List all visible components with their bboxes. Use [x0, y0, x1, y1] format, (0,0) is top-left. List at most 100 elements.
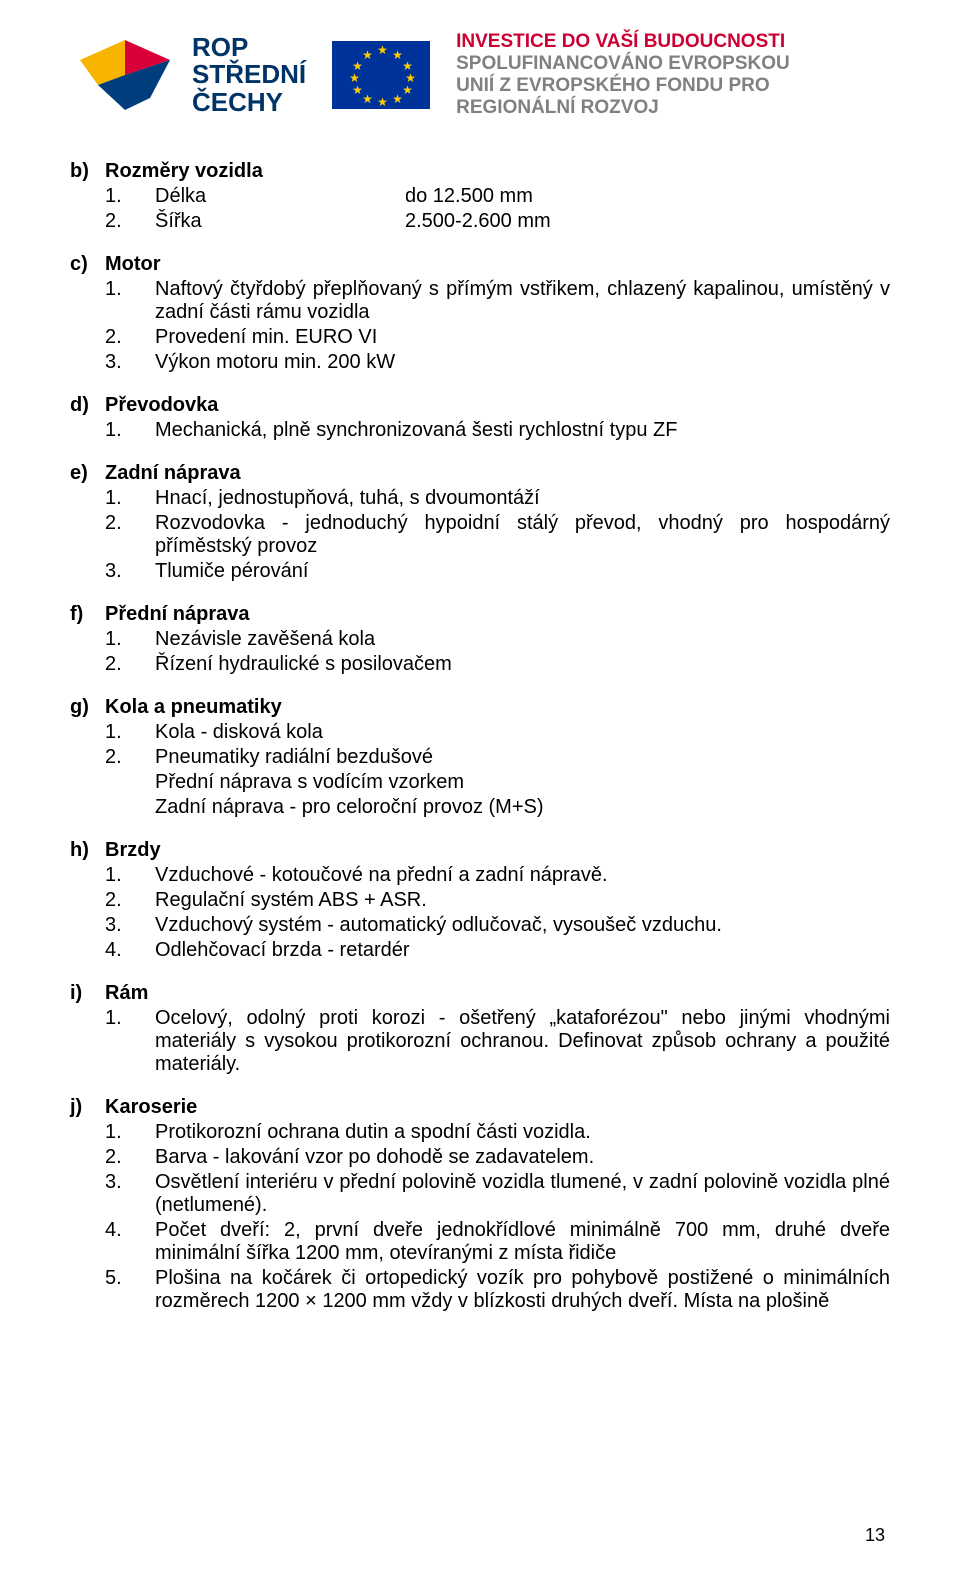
section-letter: d)	[70, 394, 105, 444]
item-number: 4.	[105, 939, 155, 962]
list-item: 2.Řízení hydraulické s posilovačem	[105, 653, 890, 676]
list-item: 2.Pneumatiky radiální bezdušové	[105, 746, 890, 769]
funding-line3: REGIONÁLNÍ ROZVOJ	[456, 97, 790, 119]
section-title: Motor	[105, 253, 890, 276]
funding-line2: UNIÍ Z EVROPSKÉHO FONDU PRO	[456, 75, 790, 97]
item-number: 1.	[105, 1007, 155, 1076]
eu-flag-icon: ★ ★ ★ ★ ★ ★ ★ ★ ★ ★ ★ ★	[331, 40, 431, 110]
item-text: Vzduchový systém - automatický odlučovač…	[155, 914, 890, 937]
item-label: Šířka	[155, 210, 405, 233]
list-item: 1.Mechanická, plně synchronizovaná šesti…	[105, 419, 890, 442]
funding-text: INVESTICE DO VAŠÍ BUDOUCNOSTI SPOLUFINAN…	[456, 31, 790, 118]
item-text: Výkon motoru min. 200 kW	[155, 351, 890, 374]
section-title: Brzdy	[105, 839, 890, 862]
list-item: 1.Naftový čtyřdobý přeplňovaný s přímým …	[105, 278, 890, 324]
section-d: d) Převodovka 1.Mechanická, plně synchro…	[70, 394, 890, 444]
section-title: Zadní náprava	[105, 462, 890, 485]
item-text: Hnací, jednostupňová, tuhá, s dvoumontáž…	[155, 487, 890, 510]
item-value: do 12.500 mm	[405, 185, 890, 208]
item-number: 2.	[105, 210, 155, 233]
item-label: Délka	[155, 185, 405, 208]
item-text: Počet dveří: 2, první dveře jednokřídlov…	[155, 1219, 890, 1265]
section-title: Rozměry vozidla	[105, 160, 890, 183]
section-letter: j)	[70, 1096, 105, 1315]
list-item: 1. Délka do 12.500 mm	[105, 185, 890, 208]
item-text: Zadní náprava - pro celoroční provoz (M+…	[155, 796, 890, 819]
item-text: Mechanická, plně synchronizovaná šesti r…	[155, 419, 890, 442]
item-number: 3.	[105, 351, 155, 374]
funding-line1: SPOLUFINANCOVÁNO EVROPSKOU	[456, 53, 790, 75]
section-letter: b)	[70, 160, 105, 235]
item-number: 1.	[105, 1121, 155, 1144]
item-text: Plošina na kočárek či ortopedický vozík …	[155, 1267, 890, 1313]
funding-title: INVESTICE DO VAŠÍ BUDOUCNOSTI	[456, 31, 790, 53]
item-text: Nezávisle zavěšená kola	[155, 628, 890, 651]
list-item: 2.Regulační systém ABS + ASR.	[105, 889, 890, 912]
item-text: Protikorozní ochrana dutin a spodní část…	[155, 1121, 890, 1144]
rop-text: ROP STŘEDNÍ ČECHY	[192, 34, 306, 116]
item-number: 2.	[105, 326, 155, 349]
header: ROP STŘEDNÍ ČECHY ★ ★ ★ ★ ★ ★ ★ ★ ★ ★ ★ …	[70, 30, 890, 120]
section-c: c) Motor 1.Naftový čtyřdobý přeplňovaný …	[70, 253, 890, 376]
list-item: 2.Rozvodovka - jednoduchý hypoidní stálý…	[105, 512, 890, 558]
item-number: 1.	[105, 721, 155, 744]
list-item-extra: Přední náprava s vodícím vzorkem	[105, 771, 890, 794]
item-text: Odlehčovací brzda - retardér	[155, 939, 890, 962]
section-b: b) Rozměry vozidla 1. Délka do 12.500 mm…	[70, 160, 890, 235]
section-title: Přední náprava	[105, 603, 890, 626]
item-text: Osvětlení interiéru v přední polovině vo…	[155, 1171, 890, 1217]
item-text: Pneumatiky radiální bezdušové	[155, 746, 890, 769]
rop-line2: STŘEDNÍ	[192, 61, 306, 88]
item-text: Regulační systém ABS + ASR.	[155, 889, 890, 912]
item-number: 2.	[105, 512, 155, 558]
section-title: Převodovka	[105, 394, 890, 417]
section-letter: g)	[70, 696, 105, 821]
list-item: 5.Plošina na kočárek či ortopedický vozí…	[105, 1267, 890, 1313]
list-item: 1.Kola - disková kola	[105, 721, 890, 744]
section-letter: e)	[70, 462, 105, 585]
item-number: 3.	[105, 914, 155, 937]
item-number: 2.	[105, 746, 155, 769]
item-number: 1.	[105, 864, 155, 887]
list-item: 2.Barva - lakování vzor po dohodě se zad…	[105, 1146, 890, 1169]
list-item: 1.Nezávisle zavěšená kola	[105, 628, 890, 651]
list-item: 3.Tlumiče pérování	[105, 560, 890, 583]
item-number: 5.	[105, 1267, 155, 1313]
section-j: j) Karoserie 1.Protikorozní ochrana duti…	[70, 1096, 890, 1315]
item-number: 3.	[105, 560, 155, 583]
list-item: 3.Výkon motoru min. 200 kW	[105, 351, 890, 374]
section-title: Rám	[105, 982, 890, 1005]
item-number: 1.	[105, 628, 155, 651]
item-number: 1.	[105, 278, 155, 324]
section-title: Karoserie	[105, 1096, 890, 1119]
list-item: 1.Vzduchové - kotoučové na přední a zadn…	[105, 864, 890, 887]
rop-logo-icon	[70, 30, 180, 120]
rop-line1: ROP	[192, 34, 306, 61]
item-number: 4.	[105, 1219, 155, 1265]
list-item: 4.Odlehčovací brzda - retardér	[105, 939, 890, 962]
section-e: e) Zadní náprava 1.Hnací, jednostupňová,…	[70, 462, 890, 585]
item-text: Vzduchové - kotoučové na přední a zadní …	[155, 864, 890, 887]
item-number: 1.	[105, 487, 155, 510]
list-item: 3.Vzduchový systém - automatický odlučov…	[105, 914, 890, 937]
list-item: 3.Osvětlení interiéru v přední polovině …	[105, 1171, 890, 1217]
section-letter: f)	[70, 603, 105, 678]
list-item-extra: Zadní náprava - pro celoroční provoz (M+…	[105, 796, 890, 819]
section-g: g) Kola a pneumatiky 1.Kola - disková ko…	[70, 696, 890, 821]
list-item: 4.Počet dveří: 2, první dveře jednokřídl…	[105, 1219, 890, 1265]
list-item: 1.Ocelový, odolný proti korozi - ošetřen…	[105, 1007, 890, 1076]
section-f: f) Přední náprava 1.Nezávisle zavěšená k…	[70, 603, 890, 678]
item-number: 2.	[105, 653, 155, 676]
item-text: Kola - disková kola	[155, 721, 890, 744]
section-i: i) Rám 1.Ocelový, odolný proti korozi - …	[70, 982, 890, 1078]
list-item: 1.Hnací, jednostupňová, tuhá, s dvoumont…	[105, 487, 890, 510]
item-number: 3.	[105, 1171, 155, 1217]
item-text: Naftový čtyřdobý přeplňovaný s přímým vs…	[155, 278, 890, 324]
item-value: 2.500-2.600 mm	[405, 210, 890, 233]
item-text: Řízení hydraulické s posilovačem	[155, 653, 890, 676]
item-text: Tlumiče pérování	[155, 560, 890, 583]
item-number: 2.	[105, 1146, 155, 1169]
item-text: Barva - lakování vzor po dohodě se zadav…	[155, 1146, 890, 1169]
rop-line3: ČECHY	[192, 89, 306, 116]
section-letter: h)	[70, 839, 105, 964]
